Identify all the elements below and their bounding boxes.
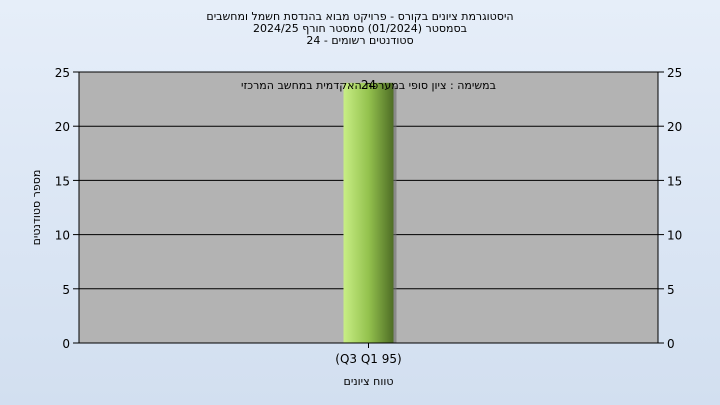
y-tick-label-right: 25: [667, 66, 682, 80]
y-tick-label-right: 15: [667, 174, 682, 188]
x-axis-title: טווח ציונים: [344, 375, 394, 388]
y-tick-label-left: 15: [55, 174, 70, 188]
y-tick-label-right: 0: [667, 337, 675, 351]
chart-title: היסטוגרמת ציונים בקורס - פרויקט מבוא בהנ…: [206, 10, 514, 23]
y-tick-label-right: 10: [667, 229, 682, 243]
x-tick-label: (Q3 Q1 95): [335, 352, 401, 366]
y-tick-label-right: 5: [667, 283, 675, 297]
y-tick-label-right: 20: [667, 120, 682, 134]
chart-caption: סטודנטים רשומים - 24: [306, 34, 414, 47]
y-tick-label-left: 5: [62, 283, 70, 297]
bars: [343, 82, 397, 343]
y-tick-label-left: 25: [55, 66, 70, 80]
axes: [73, 71, 664, 348]
y-tick-label-left: 0: [62, 337, 70, 351]
y-tick-label-left: 20: [55, 120, 70, 134]
y-tick-label-left: 10: [55, 229, 70, 243]
histogram-bar: [343, 82, 394, 343]
chart-annotation: במשימה : ציון סופי במערכת האקדמית במחשב …: [241, 79, 496, 92]
y-axis-title: מספר סטודנטים: [30, 170, 43, 246]
chart-subtitle: בסמסטר (01/2024) סמסטר חורף 2024/25: [253, 22, 467, 35]
bar-value-label: 24: [361, 78, 376, 92]
